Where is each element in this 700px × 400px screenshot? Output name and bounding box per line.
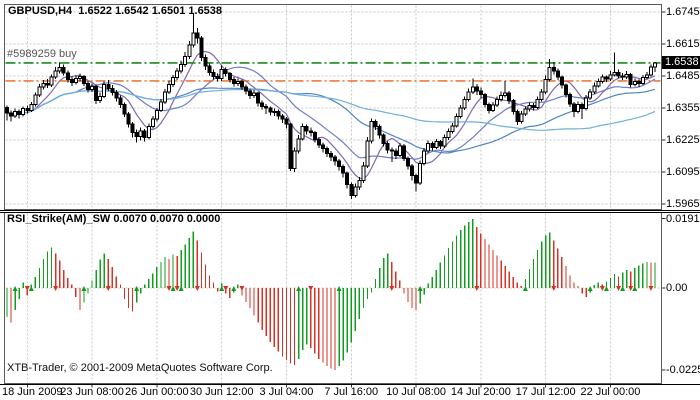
time-tick-label: 22 Jul 00:00 — [580, 386, 641, 398]
buy-order-label: #5989259 buy — [7, 48, 77, 60]
time-tick-label: 23 Jun 08:00 — [60, 386, 124, 398]
candles-layer — [5, 13, 657, 200]
chart-title: GBPUSD,H4 1.6522 1.6542 1.6501 1.6538 — [8, 5, 223, 17]
indicator-tick-label: 0.0191 — [666, 212, 700, 225]
time-tick-label: 30 Jun 12:00 — [189, 386, 254, 398]
price-tick-label: 1.6615 — [666, 38, 700, 50]
indicator-title: RSI_Strike(AM)_SW 0.0070 0.0070 0.0000 — [7, 213, 221, 225]
price-tick-label: 1.6355 — [666, 102, 700, 114]
arrows-layer — [12, 286, 654, 291]
price-tick-label: 1.6225 — [666, 134, 700, 146]
indicator-tick-label: -0.0225 — [666, 363, 700, 376]
price-tick-label: 1.6095 — [666, 166, 700, 178]
time-tick-label: 10 Jul 08:00 — [386, 386, 447, 398]
copyright-label: XTB-Trader, © 2001-2009 MetaQuotes Softw… — [7, 362, 273, 374]
price-tick-label: 1.6745 — [666, 6, 700, 18]
price-tick-label: 1.6485 — [666, 70, 700, 82]
price-tick-label: 1.5965 — [666, 198, 700, 210]
time-tick-label: 17 Jul 12:00 — [515, 386, 576, 398]
time-tick-label: 3 Jul 04:00 — [259, 386, 314, 398]
time-tick-label: 18 Jun 2009 — [2, 386, 63, 398]
time-tick-label: 7 Jul 16:00 — [324, 386, 379, 398]
histogram-layer — [6, 218, 656, 370]
current-price-box: 1.6538 — [662, 56, 700, 69]
pane-borders — [0, 4, 700, 385]
time-tick-label: 14 Jul 20:00 — [450, 386, 511, 398]
time-tick-label: 26 Jun 00:00 — [125, 386, 189, 398]
grid-layer — [5, 5, 666, 388]
indicator-tick-label: 0.00 — [666, 282, 688, 294]
